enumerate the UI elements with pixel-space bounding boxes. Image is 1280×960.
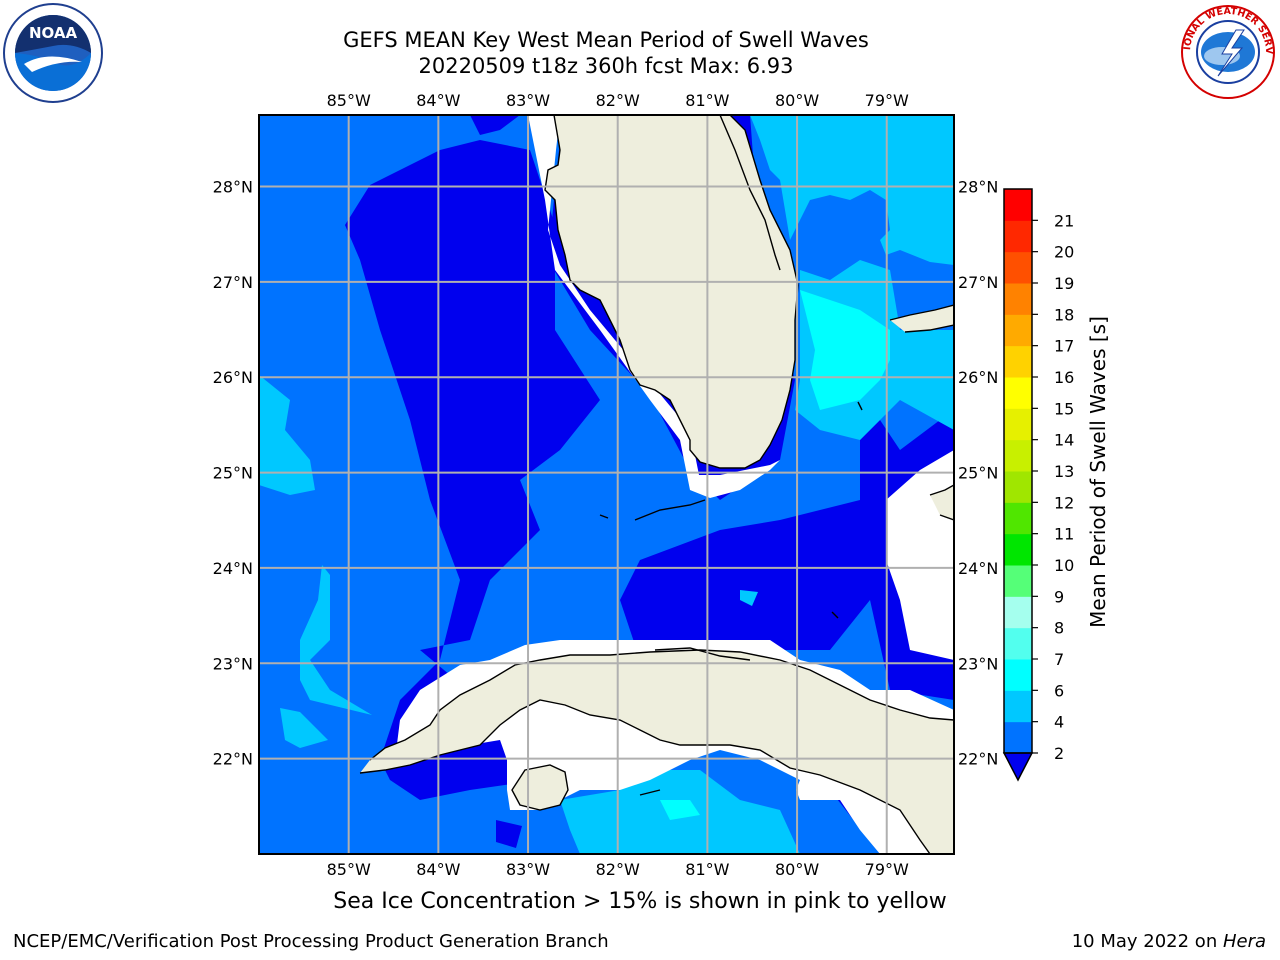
lon-labels-bottom: 85°W 84°W 83°W 82°W 81°W 80°W 79°W: [327, 860, 909, 879]
colorbar-tick-label: 12: [1054, 493, 1074, 512]
gridlines: [259, 115, 954, 854]
colorbar-bin: [1004, 314, 1032, 347]
lon-tick-label: 82°W: [596, 860, 640, 879]
colorbar-bin: [1004, 596, 1032, 629]
lat-tick-label: 28°N: [213, 178, 253, 197]
colorbar-tick-label: 6: [1054, 681, 1064, 700]
cuba-land: [360, 650, 954, 854]
colorbar-bin: [1004, 408, 1032, 441]
colorbar-tick-label: 18: [1054, 305, 1074, 324]
colorbar-bin: [1004, 502, 1032, 535]
lon-tick-label: 79°W: [865, 860, 909, 879]
colorbar-bin: [1004, 471, 1032, 503]
lat-tick-label: 28°N: [958, 178, 998, 197]
colorbar-bin: [1004, 659, 1032, 691]
noaa-logo: NOAA: [3, 3, 103, 103]
colorbar-tick-label: 2: [1054, 744, 1064, 763]
lat-tick-label: 26°N: [958, 368, 998, 387]
colorbar-bin: [1004, 439, 1032, 472]
lon-tick-label: 80°W: [775, 91, 819, 110]
colorbar-tick-label: 10: [1054, 556, 1074, 575]
colorbar-tick-label: 8: [1054, 619, 1064, 638]
nws-logo: NATIONAL WEATHER SERVICE: [1178, 2, 1276, 100]
lon-tick-label: 81°W: [685, 91, 729, 110]
colorbar-bin: [1004, 189, 1032, 221]
colorbar-bin: [1004, 283, 1032, 315]
lat-tick-label: 25°N: [213, 464, 253, 483]
bahamas-land: [890, 305, 954, 332]
lat-tick-label: 27°N: [213, 273, 253, 292]
colorbar: 2 4 6 7 8 9 10 11 12 13 14 15 16 17 18 19 20 21: [1002, 188, 1074, 782]
lon-tick-label: 83°W: [506, 860, 550, 879]
lon-tick-label: 83°W: [506, 91, 550, 110]
colorbar-bin: [1004, 690, 1032, 723]
lat-tick-label: 25°N: [958, 464, 998, 483]
colorbar-bin: [1004, 721, 1032, 754]
colorbar-tick-label: 14: [1054, 431, 1074, 450]
footer-date-text: 10 May 2022 on: [1071, 931, 1223, 952]
footer-credit: NCEP/EMC/Verification Post Processing Pr…: [13, 931, 609, 952]
colorbar-tick-label: 17: [1054, 337, 1074, 356]
isla-juventud-land: [512, 765, 568, 810]
footer-host: Hera: [1222, 931, 1266, 952]
coastline: [359, 115, 954, 854]
lat-tick-label: 26°N: [213, 368, 253, 387]
colorbar-bin: [1004, 345, 1032, 378]
chart-title: GEFS MEAN Key West Mean Period of Swell …: [343, 28, 869, 52]
colorbar-tick-label: 7: [1054, 650, 1064, 669]
lat-tick-label: 27°N: [958, 273, 998, 292]
colorbar-tick-label: 15: [1054, 399, 1074, 418]
lat-labels-right: 28°N 27°N 26°N 25°N 24°N 23°N 22°N: [958, 178, 998, 769]
lon-tick-label: 80°W: [775, 860, 819, 879]
lon-tick-label: 85°W: [327, 91, 371, 110]
lon-tick-label: 84°W: [416, 91, 460, 110]
lon-tick-label: 85°W: [327, 860, 371, 879]
colorbar-tick-label: 21: [1054, 211, 1074, 230]
lon-tick-label: 81°W: [685, 860, 729, 879]
lat-labels-left: 28°N 27°N 26°N 25°N 24°N 23°N 22°N: [213, 178, 253, 769]
colorbar-tick-label: 13: [1054, 462, 1074, 481]
colorbar-tick-label: 9: [1054, 587, 1064, 606]
colorbar-label: Mean Period of Swell Waves [s]: [1086, 316, 1110, 628]
lon-tick-label: 79°W: [865, 91, 909, 110]
lon-labels-top: 85°W 84°W 83°W 82°W 81°W 80°W 79°W: [327, 91, 909, 110]
landmass: [360, 115, 954, 854]
florida-land: [545, 115, 798, 468]
colorbar-bin: [1004, 220, 1032, 253]
noaa-logo-text: NOAA: [29, 24, 78, 42]
colorbar-tick-label: 20: [1054, 243, 1074, 262]
colorbar-tick-label: 4: [1054, 713, 1064, 732]
colorbar-bin: [1004, 251, 1032, 284]
colorbar-tick-label: 16: [1054, 368, 1074, 387]
lat-tick-label: 24°N: [958, 559, 998, 578]
andros-land: [930, 485, 954, 520]
chart-subtitle: 20220509 t18z 360h fcst Max: 6.93: [418, 54, 794, 78]
map-area: [259, 115, 954, 854]
swell-period-6-7: [660, 290, 890, 820]
map-frame: [258, 114, 955, 855]
lat-tick-label: 22°N: [213, 750, 253, 769]
lat-tick-label: 22°N: [958, 750, 998, 769]
colorbar-under-arrow: [1002, 752, 1034, 782]
colorbar-bin: [1004, 627, 1032, 660]
sea-ice-caption: Sea Ice Concentration > 15% is shown in …: [333, 889, 947, 914]
colorbar-bin: [1004, 533, 1032, 566]
footer-date: 10 May 2022 on Hera: [1072, 931, 1266, 952]
lat-tick-label: 23°N: [958, 654, 998, 673]
colorbar-tick-label: 11: [1054, 525, 1074, 544]
lat-tick-label: 23°N: [213, 654, 253, 673]
lon-tick-label: 84°W: [416, 860, 460, 879]
colorbar-bin: [1004, 377, 1032, 409]
lat-tick-label: 24°N: [213, 559, 253, 578]
lon-tick-label: 82°W: [596, 91, 640, 110]
colorbar-tick-label: 19: [1054, 274, 1074, 293]
colorbar-bin: [1004, 565, 1032, 597]
